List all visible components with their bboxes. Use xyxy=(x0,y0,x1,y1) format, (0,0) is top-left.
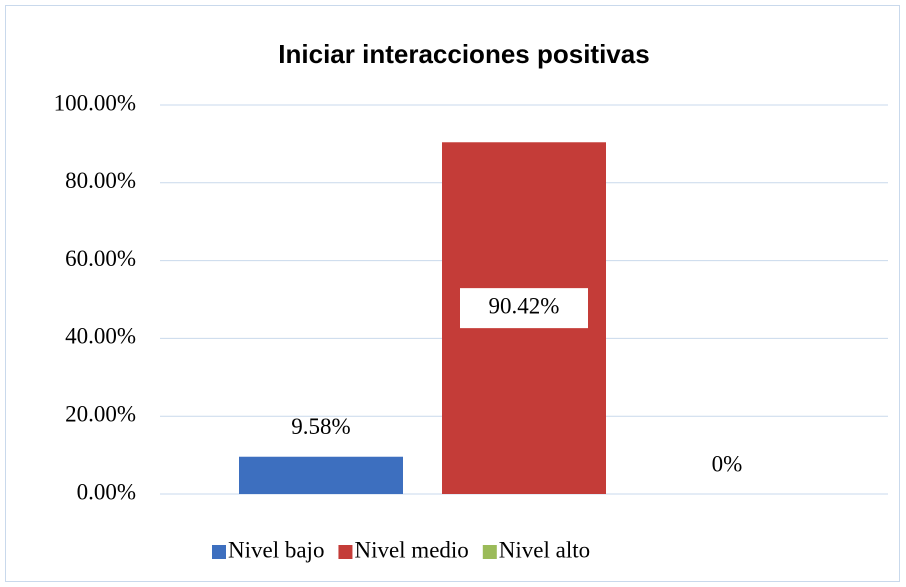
bar xyxy=(239,456,403,494)
chart-title: Iniciar interacciones positivas xyxy=(278,39,649,69)
data-label: 9.58% xyxy=(291,414,350,439)
data-label-box xyxy=(460,288,588,329)
y-tick-label: 100.00% xyxy=(54,90,136,115)
legend-label: Nivel alto xyxy=(499,537,590,562)
y-tick-label: 80.00% xyxy=(65,168,136,193)
data-label: 0% xyxy=(712,451,743,476)
y-tick-label: 0.00% xyxy=(77,479,136,504)
y-tick-label: 20.00% xyxy=(65,401,136,426)
legend-swatch xyxy=(338,545,353,559)
y-tick-label: 60.00% xyxy=(65,246,136,271)
legend-swatch xyxy=(482,545,497,559)
legend-label: Nivel medio xyxy=(354,537,468,562)
legend-swatch xyxy=(212,545,226,559)
legend-label: Nivel bajo xyxy=(228,537,324,562)
y-tick-label: 40.00% xyxy=(65,324,136,349)
data-label: 90.42% xyxy=(489,293,560,318)
